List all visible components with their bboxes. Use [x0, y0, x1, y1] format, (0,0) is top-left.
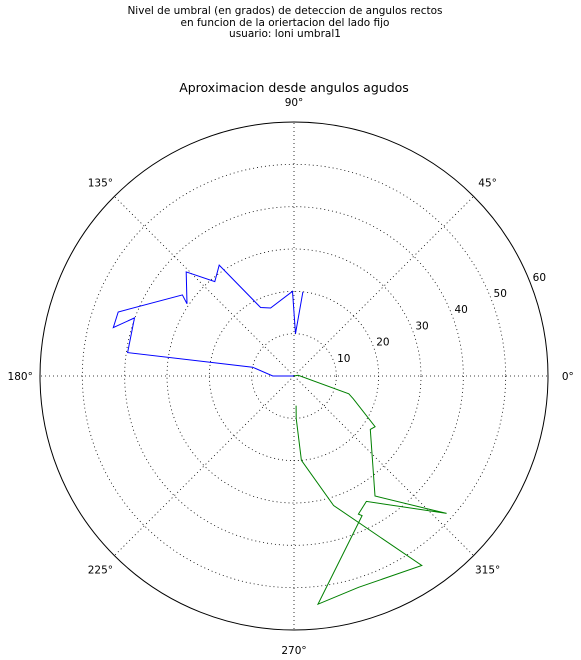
suptitle-line-2: en funcion de la oriertacion del lado fi…: [180, 16, 390, 29]
angle-tick-label-270: 270°: [281, 645, 306, 657]
grid-circle-10: [251, 333, 337, 419]
chart-title: Aproximacion desde angulos agudos: [179, 80, 409, 95]
grid-spoke-45: [293, 196, 474, 377]
grid-spoke-225: [114, 375, 295, 556]
grid-spoke-315: [293, 375, 474, 556]
grid-circle-40: [124, 206, 464, 546]
grid-circle-50: [81, 163, 507, 589]
angle-tick-label-225: 225°: [88, 565, 113, 577]
suptitle-line-3: usuario: loni umbral1: [229, 28, 341, 40]
series-layer: [112, 264, 447, 606]
radial-tick-label-30: 30: [415, 320, 428, 332]
angle-tick-label-135: 135°: [88, 177, 113, 189]
angle-tick-label-180: 180°: [8, 371, 33, 383]
radial-tick-label-40: 40: [454, 304, 467, 316]
angle-tick-label-45: 45°: [478, 177, 497, 189]
series-line-1: [112, 264, 304, 377]
angle-tick-label-0: 0°: [562, 371, 574, 383]
polar-frame: [39, 121, 549, 631]
tick-labels: 0° 45° 90° 135° 180° 225° 270° 315° 10 20 30 40 50 60: [8, 97, 574, 657]
radial-tick-label-20: 20: [376, 337, 389, 349]
figure-suptitle: Nivel de umbral (en grados) de deteccion…: [0, 5, 570, 41]
angle-tick-label-90: 90°: [285, 97, 304, 109]
grid-spoke-135: [114, 196, 295, 377]
grid-circle-30: [166, 248, 422, 504]
radial-tick-label-60: 60: [533, 272, 546, 284]
suptitle-line-1: Nivel de umbral (en grados) de deteccion…: [127, 5, 443, 17]
angle-tick-label-315: 315°: [475, 565, 500, 577]
radial-tick-label-50: 50: [494, 288, 507, 300]
series-line-2: [293, 374, 447, 606]
radial-tick-label-10: 10: [337, 353, 350, 365]
polar-grid: [39, 121, 549, 631]
